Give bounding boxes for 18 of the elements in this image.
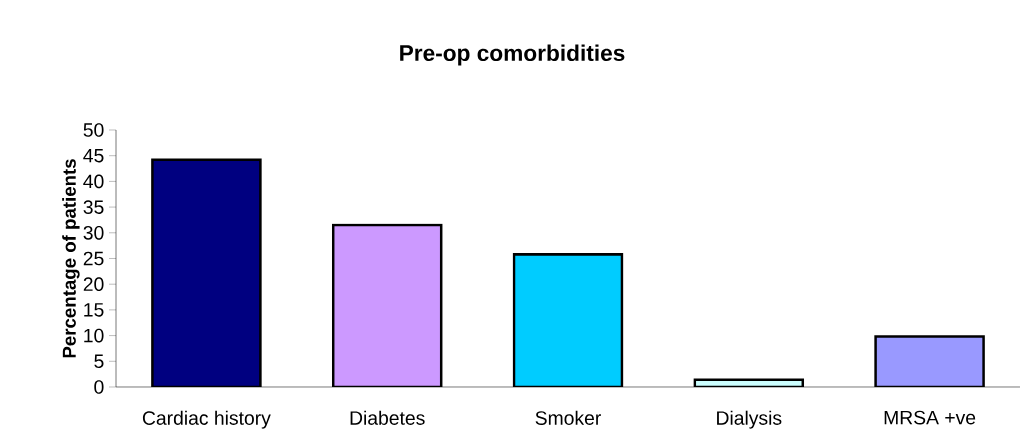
y-axis-title: Percentage of patients bbox=[62, 159, 80, 358]
x-tick-label: Smoker bbox=[535, 410, 601, 425]
y-tick-label: 50 bbox=[83, 123, 104, 137]
y-tick-label: 25 bbox=[83, 251, 104, 266]
y-tick-label: 40 bbox=[83, 174, 104, 189]
y-tick-label: 5 bbox=[94, 354, 104, 369]
y-tick-label: 45 bbox=[83, 148, 104, 163]
y-tick-label: 30 bbox=[83, 225, 104, 240]
x-tick-label: Cardiac history bbox=[142, 410, 271, 429]
y-tick-label: 35 bbox=[83, 200, 104, 214]
y-tick-label: 0 bbox=[94, 380, 104, 394]
x-tick-label: Dialysis bbox=[717, 410, 782, 429]
x-tick-label: MRSA +ve bbox=[884, 410, 976, 425]
y-tick-label: 20 bbox=[83, 277, 104, 292]
y-tick-label: 15 bbox=[84, 303, 104, 317]
y-tick-label: 10 bbox=[84, 328, 104, 343]
x-tick-label: Diabetes bbox=[350, 410, 425, 425]
chart-title: Pre-op comorbidities bbox=[400, 44, 625, 66]
